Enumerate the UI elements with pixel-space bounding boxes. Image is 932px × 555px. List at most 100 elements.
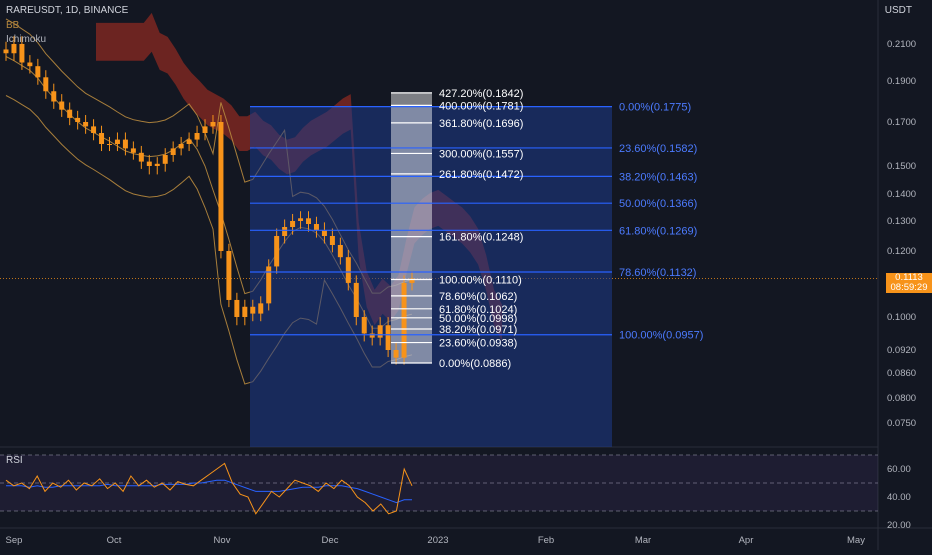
price-tick-label: 0.1500	[887, 161, 916, 172]
candle-body	[114, 139, 120, 144]
candle-body	[59, 101, 65, 110]
candle-body	[210, 122, 216, 127]
candle-body	[234, 299, 240, 317]
candle-body	[306, 218, 312, 224]
time-tick-label: Apr	[739, 535, 754, 546]
indicator-ichimoku-label[interactable]: Ichimoku	[6, 34, 47, 45]
price-tick-label: 0.1300	[887, 216, 916, 227]
candle-body	[186, 139, 192, 144]
candle-body	[35, 66, 41, 78]
fib-white-level-label: 161.80%(0.1248)	[439, 232, 523, 244]
fib-white-level-label: 427.20%(0.1842)	[439, 88, 523, 100]
candle-body	[194, 133, 200, 140]
price-tick-label: 0.1900	[887, 76, 916, 87]
candle-body	[106, 144, 112, 145]
candle-body	[27, 62, 33, 67]
candle-body	[91, 126, 97, 133]
price-tick-label: 0.0750	[887, 418, 916, 429]
time-tick-label: Nov	[214, 535, 231, 546]
candle-body	[83, 122, 89, 127]
candle-body	[146, 161, 152, 166]
candle-body	[130, 148, 136, 153]
candle-body	[99, 133, 105, 144]
candle-body	[274, 236, 280, 267]
rsi-line	[5, 462, 413, 515]
symbol-title: RAREUSDT, 1D, BINANCE	[6, 5, 129, 16]
fib-white-level-label: 61.80%(0.1024)	[439, 304, 517, 316]
candle-body	[337, 245, 343, 258]
price-tick-label: 0.1000	[887, 312, 916, 323]
fib-blue-level-label: 23.60%(0.1582)	[619, 143, 697, 155]
fib-white-level-label: 100.00%(0.1110)	[439, 275, 522, 287]
candle-body	[67, 109, 73, 118]
fib-blue-level-label: 50.00%(0.1366)	[619, 198, 697, 210]
rsi-label[interactable]: RSI	[6, 455, 23, 466]
fib-blue-level-label: 38.20%(0.1463)	[619, 171, 697, 183]
current-price-label: 0.1113	[886, 273, 932, 283]
countdown-label: 08:59:29	[886, 283, 932, 293]
time-tick-label: Sep	[6, 535, 23, 546]
candle-body	[266, 266, 272, 304]
fib-white-level-label: 300.00%(0.1557)	[439, 148, 523, 160]
fib-blue-zone	[250, 106, 612, 447]
time-tick-label: 2023	[427, 535, 448, 546]
fib-white-level-label: 50.00%(0.0998)	[439, 313, 517, 325]
candle-body	[298, 218, 304, 221]
candle-body	[401, 282, 407, 358]
time-tick-label: Mar	[635, 535, 651, 546]
fib-white-level-label: 38.20%(0.0971)	[439, 324, 517, 336]
candle-body	[138, 152, 144, 162]
candle-body	[122, 139, 128, 149]
candle-body	[290, 221, 296, 227]
fib-white-level-label: 261.80%(0.1472)	[439, 169, 523, 181]
candle-body	[154, 163, 160, 166]
indicator-bb-label[interactable]: BB	[6, 20, 20, 31]
price-tick-label: 0.1400	[887, 189, 916, 200]
candle-body	[369, 333, 375, 338]
candle-body	[51, 91, 57, 102]
fib-blue-level-label: 61.80%(0.1269)	[619, 225, 697, 237]
candle-body	[3, 49, 9, 54]
candle-body	[321, 230, 327, 236]
price-tick-label: 0.0800	[887, 393, 916, 404]
fib-white-level-label: 0.00%(0.0886)	[439, 358, 511, 370]
rsi-tick-label: 40.00	[887, 492, 911, 503]
candle-body	[43, 77, 49, 92]
candle-body	[313, 224, 319, 230]
candle-body	[11, 44, 17, 54]
fib-white-level-label: 23.60%(0.0938)	[439, 338, 517, 350]
candle-body	[345, 257, 351, 283]
time-tick-label: Dec	[322, 535, 339, 546]
candle-body	[226, 251, 232, 300]
candle-body	[250, 306, 256, 314]
fib-white-level-label: 361.80%(0.1696)	[439, 118, 523, 130]
rsi-ma-line	[6, 479, 412, 504]
candle-body	[75, 117, 81, 122]
time-tick-label: Oct	[107, 535, 122, 546]
price-tick-label: 0.0920	[887, 345, 916, 356]
candle-body	[258, 303, 264, 314]
rsi-tick-label: 60.00	[887, 464, 911, 475]
time-tick-label: Feb	[538, 535, 554, 546]
candle-body	[385, 325, 391, 350]
candle-body	[361, 317, 367, 334]
candle-body	[170, 148, 176, 155]
price-tick-label: 0.1700	[887, 117, 916, 128]
candle-body	[162, 155, 168, 164]
price-tick-label: 0.2100	[887, 39, 916, 50]
candle-body	[242, 306, 248, 317]
candle-body	[178, 144, 184, 149]
fib-white-zone	[391, 92, 432, 364]
rsi-band-fill	[0, 455, 878, 511]
candle-body	[19, 44, 25, 63]
ichimoku-cloud	[96, 12, 502, 342]
fib-blue-level-label: 100.00%(0.0957)	[619, 330, 703, 342]
currency-label: USDT	[884, 5, 912, 16]
time-tick-label: May	[847, 535, 865, 546]
candle-body	[202, 126, 208, 133]
price-tick-label: 0.0860	[887, 368, 916, 379]
candle-body	[409, 278, 415, 283]
candle-body	[282, 227, 288, 236]
